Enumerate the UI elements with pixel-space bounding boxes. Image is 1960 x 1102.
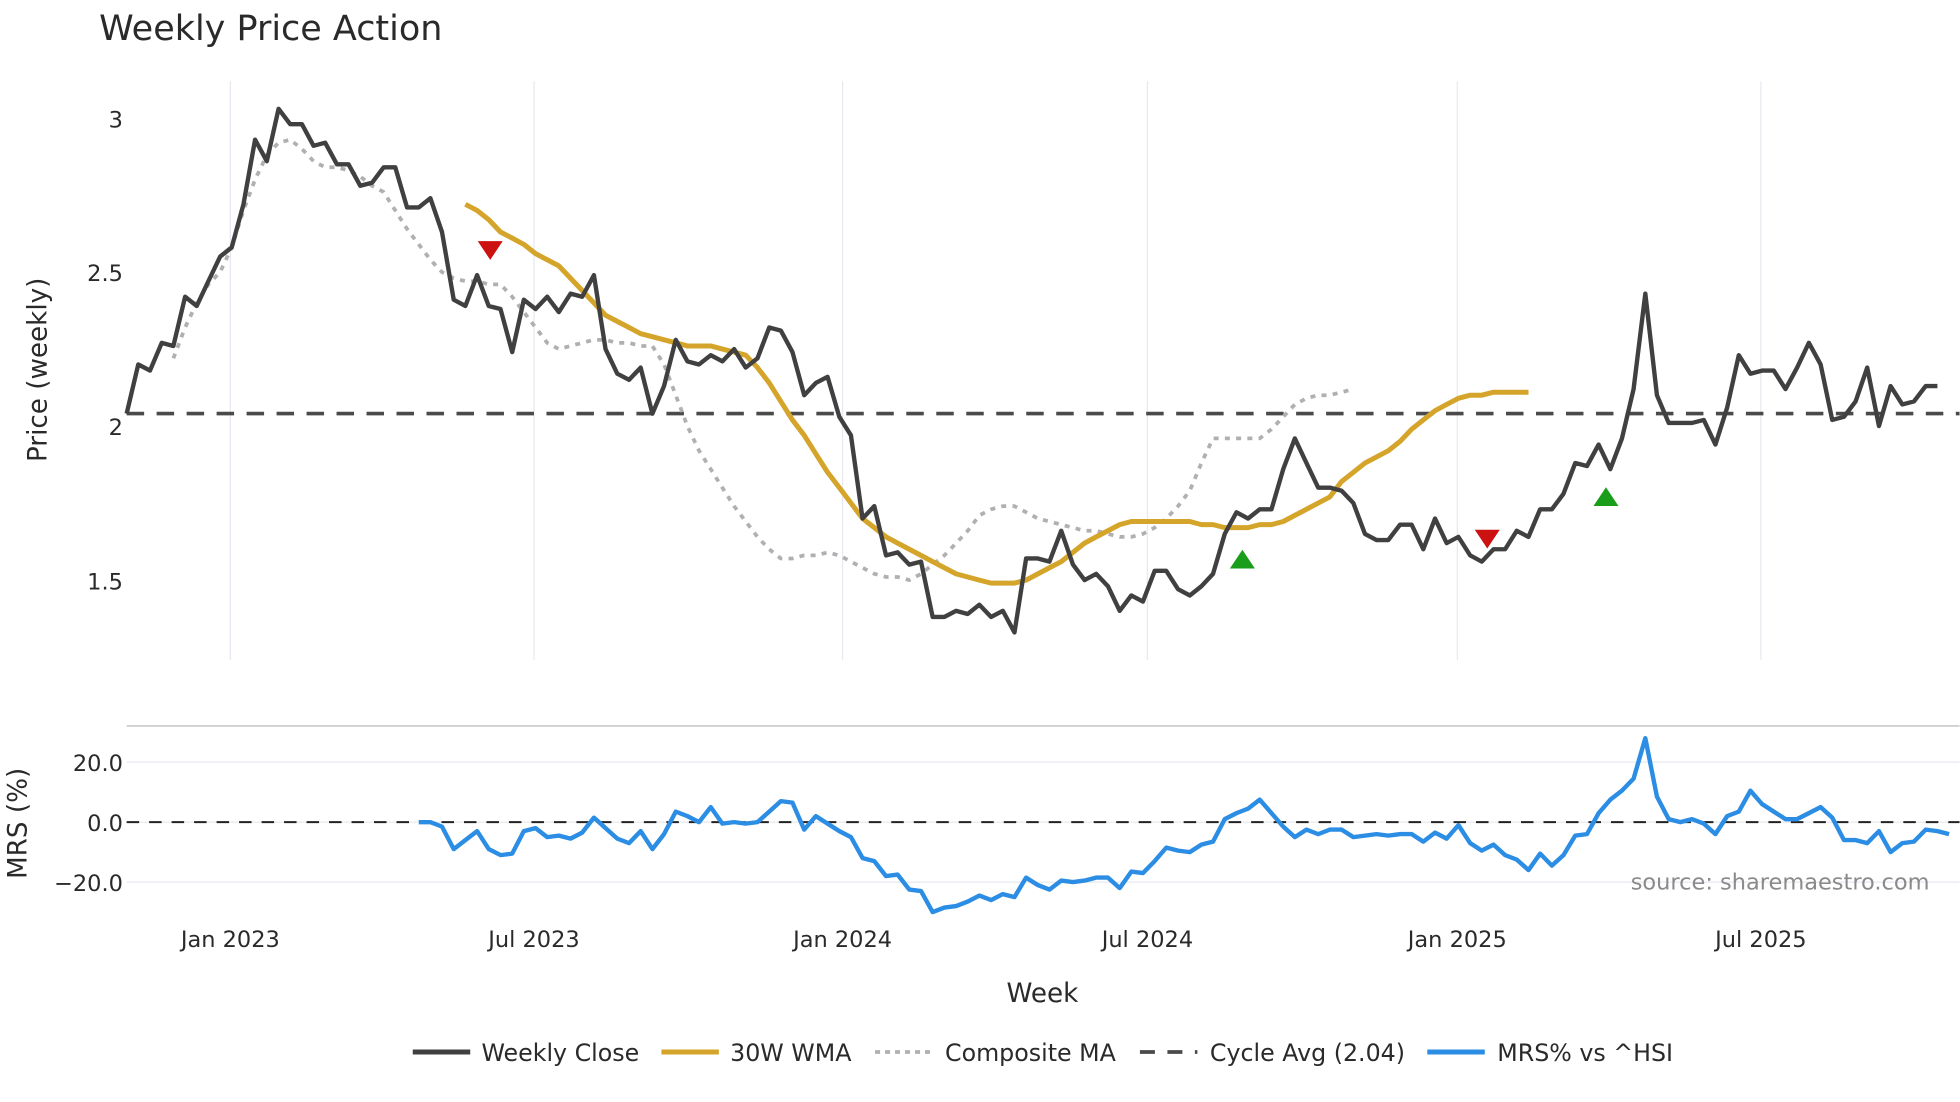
svg-text:Jul 2024: Jul 2024 xyxy=(1100,927,1193,953)
svg-text:Composite MA: Composite MA xyxy=(945,1039,1117,1067)
sell-signal-icon xyxy=(477,241,503,260)
price-y-axis-title: Price (weekly) xyxy=(24,278,54,462)
mrs-line xyxy=(418,735,1950,915)
buy-signal-icon xyxy=(1229,549,1255,569)
buy-signal-icon xyxy=(1593,487,1619,507)
svg-text:20.0: 20.0 xyxy=(73,751,123,777)
legend-item-weekly-close[interactable]: Weekly Close xyxy=(412,1039,639,1067)
svg-text:1.5: 1.5 xyxy=(87,570,123,596)
legend-item-composite-ma[interactable]: Composite MA xyxy=(875,1039,1117,1067)
svg-text:Jan 2023: Jan 2023 xyxy=(179,927,280,953)
legend-item-mrs[interactable]: MRS% vs ^HSI xyxy=(1427,1039,1673,1067)
signal-markers xyxy=(477,241,1619,569)
svg-text:MRS% vs ^HSI: MRS% vs ^HSI xyxy=(1497,1039,1673,1067)
legend-item-cycle-avg[interactable]: Cycle Avg (2.04) xyxy=(1139,1039,1405,1067)
x-axis-title: Week xyxy=(1007,979,1080,1009)
chart-title: Weekly Price Action xyxy=(99,9,442,49)
svg-text:Cycle Avg (2.04): Cycle Avg (2.04) xyxy=(1210,1039,1405,1067)
mrs-y-axis-title: MRS (%) xyxy=(4,768,34,879)
price-y-ticks: 3 2.5 2 1.5 xyxy=(87,107,123,595)
source-note: source: sharemaestro.com xyxy=(1631,870,1930,896)
x-axis-ticks: Jan 2023 Jul 2023 Jan 2024 Jul 2024 Jan … xyxy=(179,927,1807,953)
svg-text:Weekly Close: Weekly Close xyxy=(481,1039,639,1067)
svg-text:30W WMA: 30W WMA xyxy=(730,1039,852,1067)
mrs-y-ticks: 20.0 0.0 −20.0 xyxy=(54,751,123,897)
svg-text:−20.0: −20.0 xyxy=(54,871,123,897)
svg-text:2: 2 xyxy=(109,415,123,441)
price-series xyxy=(124,106,1938,635)
svg-text:Jul 2025: Jul 2025 xyxy=(1713,927,1806,953)
wma-30w-line xyxy=(464,202,1529,586)
svg-text:Jan 2024: Jan 2024 xyxy=(791,927,892,953)
legend-item-30w-wma[interactable]: 30W WMA xyxy=(661,1039,852,1067)
legend: Weekly Close 30W WMA Composite MA Cycle … xyxy=(412,1039,1673,1067)
sell-signal-icon xyxy=(1474,529,1500,549)
svg-text:0.0: 0.0 xyxy=(87,811,123,837)
weekly-close-line xyxy=(124,106,1938,635)
svg-text:3: 3 xyxy=(109,107,123,133)
mrs-series xyxy=(418,735,1950,915)
svg-text:2.5: 2.5 xyxy=(87,261,123,287)
svg-text:Jul 2023: Jul 2023 xyxy=(486,927,579,953)
svg-text:Jan 2025: Jan 2025 xyxy=(1406,927,1507,953)
